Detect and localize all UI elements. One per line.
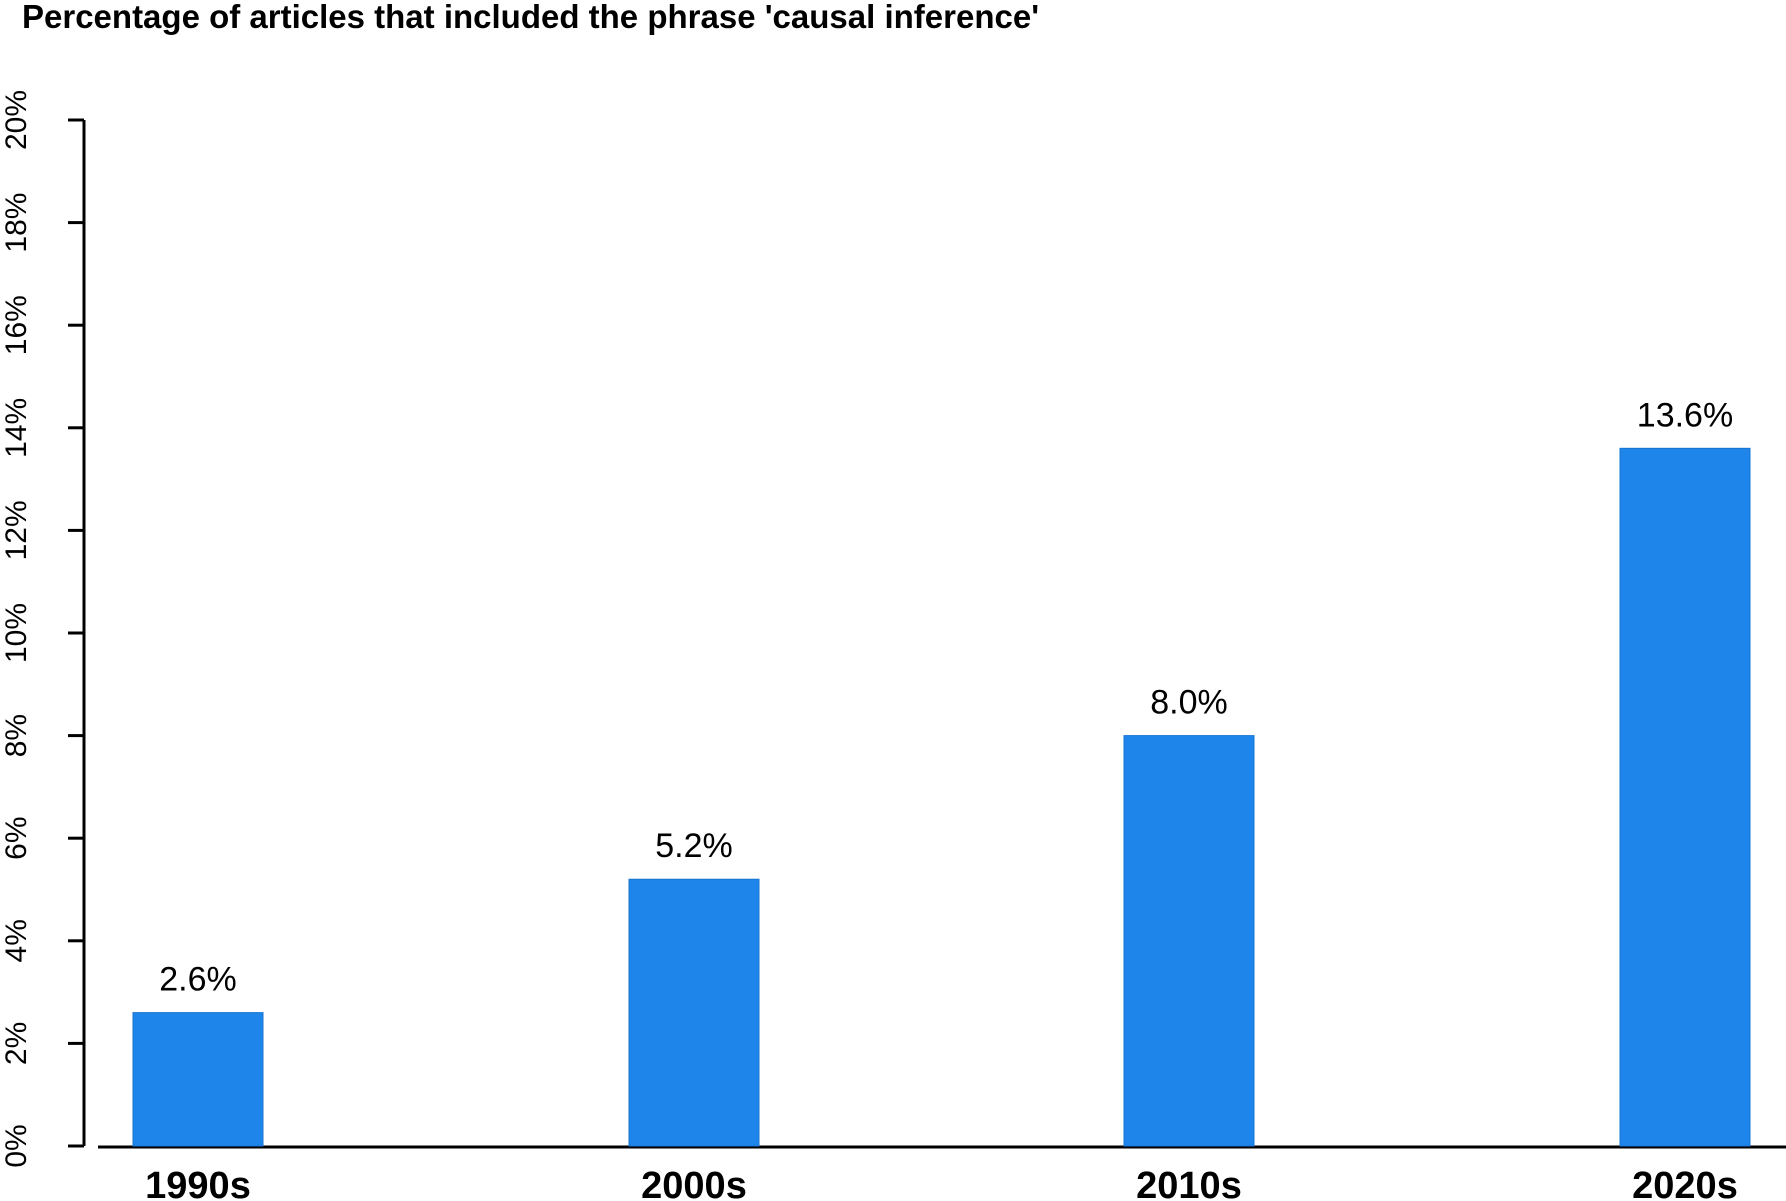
bar-2010s <box>1123 735 1255 1147</box>
chart-title: Percentage of articles that included the… <box>22 0 1040 35</box>
bar-1990s <box>132 1012 264 1147</box>
y-tick-label: 0% <box>0 1124 33 1167</box>
y-tick-label: 8% <box>0 714 33 757</box>
data-labels: 2.6% 5.2% 8.0% 13.6% <box>159 396 1733 998</box>
x-tick-label: 2010s <box>1136 1165 1242 1201</box>
y-tick-label: 12% <box>0 500 33 560</box>
y-axis: 0% 2% 4% 6% 8% 10% 12% 14% 16% 18% 20% <box>0 90 86 1168</box>
bar-value-label: 8.0% <box>1150 684 1228 722</box>
x-tick-label: 1990s <box>145 1165 251 1201</box>
bar-2020s <box>1619 447 1751 1147</box>
y-tick-label: 14% <box>0 398 33 458</box>
y-tick-label: 2% <box>0 1022 33 1065</box>
x-tick-label: 2000s <box>641 1165 747 1201</box>
y-tick-label: 6% <box>0 817 33 860</box>
x-tick-label: 2020s <box>1632 1165 1738 1201</box>
bar-2000s <box>628 878 760 1147</box>
y-tick-label: 20% <box>0 90 33 150</box>
y-tick-label: 18% <box>0 193 33 253</box>
bar-value-label: 13.6% <box>1637 396 1733 434</box>
bar-value-label: 2.6% <box>159 961 237 999</box>
y-tick-label: 4% <box>0 919 33 962</box>
bars <box>132 447 1751 1147</box>
bar-value-label: 5.2% <box>655 827 733 865</box>
x-axis: 1990s 2000s 2010s 2020s <box>98 1145 1786 1201</box>
y-tick-label: 16% <box>0 295 33 355</box>
y-tick-label: 10% <box>0 603 33 663</box>
